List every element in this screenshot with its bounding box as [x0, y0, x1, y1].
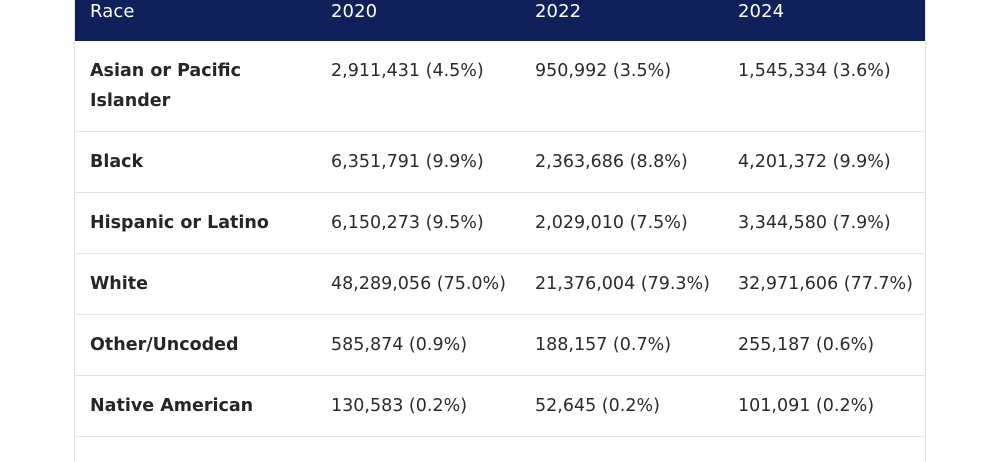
value-cell-2022: 950,992 (3.5%) — [521, 41, 724, 132]
race-cell: Other/Uncoded — [75, 314, 317, 376]
value-cell-2022: 188,157 (0.7%) — [521, 314, 724, 376]
table-row: Native American 130,583 (0.2%) 52,645 (0… — [75, 375, 925, 437]
race-data-table: Race 2020 2022 2024 Asian or Pacific Isl… — [75, 0, 925, 437]
table-row: Asian or Pacific Islander 2,911,431 (4.5… — [75, 41, 925, 132]
race-cell: White — [75, 253, 317, 315]
race-cell: Hispanic or Latino — [75, 192, 317, 254]
value-cell-2024: 255,187 (0.6%) — [724, 314, 925, 376]
value-cell-2024: 4,201,372 (9.9%) — [724, 131, 925, 193]
race-cell: Native American — [75, 375, 317, 437]
race-cell: Black — [75, 131, 317, 193]
table-row: Hispanic or Latino 6,150,273 (9.5%) 2,02… — [75, 192, 925, 254]
column-header-2020: 2020 — [331, 1, 378, 22]
value-cell-2022: 52,645 (0.2%) — [521, 375, 724, 437]
value-cell-2020: 130,583 (0.2%) — [317, 375, 521, 437]
value-cell-2024: 3,344,580 (7.9%) — [724, 192, 925, 254]
table-header: Race 2020 2022 2024 — [75, 0, 925, 41]
column-header-2022: 2022 — [535, 1, 582, 22]
value-cell-2020: 585,874 (0.9%) — [317, 314, 521, 376]
column-header-race: Race — [90, 1, 135, 22]
value-cell-2020: 48,289,056 (75.0%) — [317, 253, 521, 315]
value-cell-2020: 2,911,431 (4.5%) — [317, 41, 521, 132]
value-cell-2022: 21,376,004 (79.3%) — [521, 253, 724, 315]
value-cell-2024: 1,545,334 (3.6%) — [724, 41, 925, 132]
table-row: White 48,289,056 (75.0%) 21,376,004 (79.… — [75, 253, 925, 315]
race-cell: Asian or Pacific Islander — [75, 41, 317, 132]
value-cell-2022: 2,029,010 (7.5%) — [521, 192, 724, 254]
table-header-row: Race 2020 2022 2024 — [75, 0, 925, 41]
value-cell-2022: 2,363,686 (8.8%) — [521, 131, 724, 193]
value-cell-2020: 6,351,791 (9.9%) — [317, 131, 521, 193]
value-cell-2024: 32,971,606 (77.7%) — [724, 253, 925, 315]
race-data-table-container: Race 2020 2022 2024 Asian or Pacific Isl… — [74, 0, 926, 462]
table-row: Other/Uncoded 585,874 (0.9%) 188,157 (0.… — [75, 314, 925, 376]
column-header-2024: 2024 — [738, 1, 785, 22]
table-body: Asian or Pacific Islander 2,911,431 (4.5… — [75, 41, 925, 437]
table-row: Black 6,351,791 (9.9%) 2,363,686 (8.8%) … — [75, 131, 925, 193]
value-cell-2020: 6,150,273 (9.5%) — [317, 192, 521, 254]
value-cell-2024: 101,091 (0.2%) — [724, 375, 925, 437]
